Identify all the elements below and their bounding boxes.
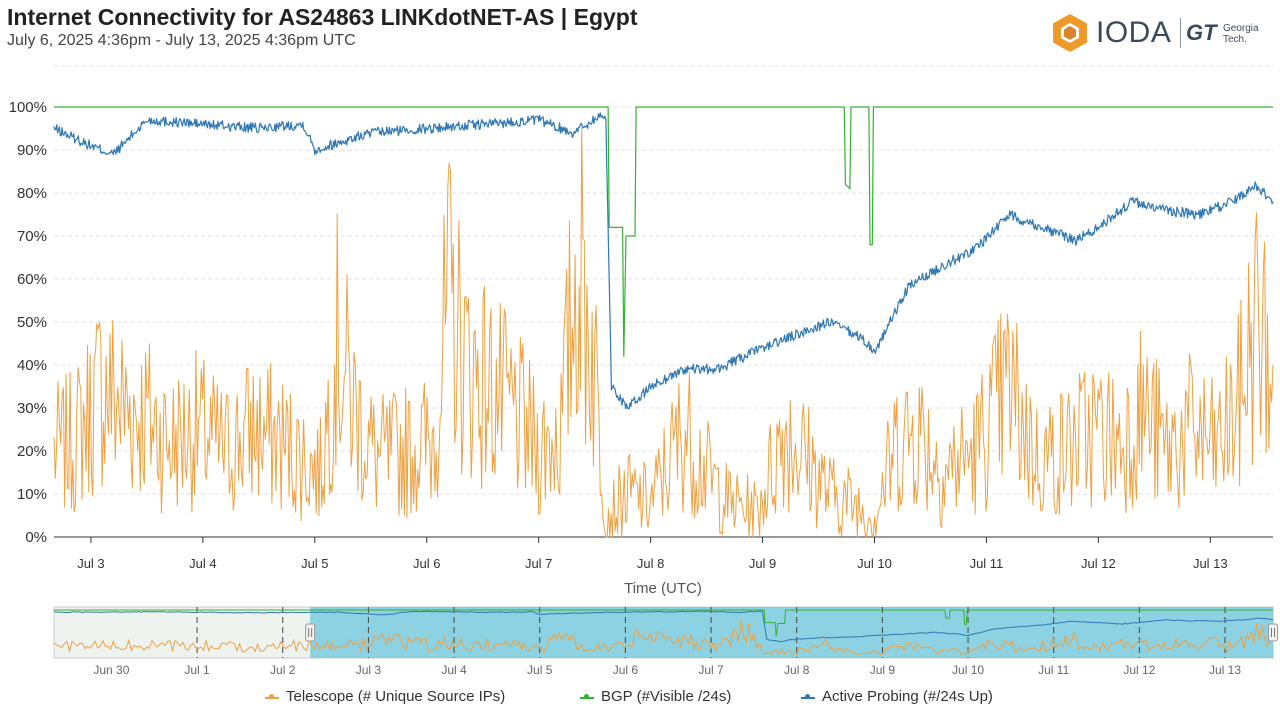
legend-label: Active Probing (#/24s Up) bbox=[822, 688, 993, 705]
x-tick-label: Jul 4 bbox=[189, 556, 216, 571]
navigator: Jun 30 Jul 1 Jul 2 Jul 3 Jul 4 Jul 5 Jul 6 Jul … bbox=[53, 606, 1278, 677]
active-probing-line[interactable] bbox=[53, 112, 1274, 410]
y-tick-label: 40% bbox=[17, 357, 47, 374]
georgia-tech-logo-icon: GT bbox=[1186, 20, 1217, 45]
legend-item-bgp[interactable]: BGP (#Visible /24s) bbox=[580, 688, 731, 705]
navigator-x-tick-label: Jul 7 bbox=[698, 663, 724, 677]
x-axis-ticks: Jul 3 Jul 4 Jul 5 Jul 6 Jul 7 Jul 8 Jul 9 Jul 1… bbox=[54, 536, 1273, 571]
logo-area: IODA GT Georgia Tech. bbox=[1050, 12, 1270, 56]
telescope-line[interactable] bbox=[53, 126, 1274, 538]
navigator-bgp-line bbox=[54, 609, 1273, 637]
legend-label: Telescope (# Unique Source IPs) bbox=[286, 688, 506, 705]
bgp-legend-icon bbox=[580, 692, 594, 702]
y-tick-label: 90% bbox=[17, 142, 47, 159]
navigator-x-tick-label: Jul 3 bbox=[356, 663, 382, 677]
navigator-x-tick-label: Jul 4 bbox=[441, 663, 467, 677]
navigator-x-tick-label: Jul 2 bbox=[270, 663, 296, 677]
chart-subtitle: July 6, 2025 4:36pm - July 13, 2025 4:36… bbox=[7, 32, 356, 49]
x-tick-label: Jul 11 bbox=[970, 556, 1004, 571]
bgp-line[interactable] bbox=[54, 106, 1273, 357]
legend-item-active-probing[interactable]: Active Probing (#/24s Up) bbox=[801, 688, 993, 705]
navigator-telescope-line bbox=[53, 620, 1274, 656]
x-tick-label: Jul 3 bbox=[77, 556, 104, 571]
navigator-x-tick-label: Jul 1 bbox=[184, 663, 210, 677]
chart-gridlines bbox=[54, 65, 1273, 495]
probing-legend-icon bbox=[801, 692, 815, 702]
y-tick-label: 30% bbox=[17, 400, 47, 417]
y-tick-label: 60% bbox=[17, 271, 47, 288]
x-tick-label: Jul 12 bbox=[1081, 556, 1116, 571]
navigator-x-tick-label: Jul 5 bbox=[527, 663, 553, 677]
navigator-right-handle[interactable] bbox=[1268, 623, 1278, 642]
telescope-legend-icon bbox=[265, 692, 279, 702]
navigator-x-tick-label: Jul 9 bbox=[870, 663, 896, 677]
x-tick-label: Jul 7 bbox=[525, 556, 552, 571]
gt-line-2: Tech. bbox=[1223, 34, 1247, 45]
y-tick-label: 20% bbox=[17, 443, 47, 460]
navigator-selection[interactable] bbox=[310, 607, 1273, 658]
navigator-left-handle[interactable] bbox=[305, 623, 316, 642]
navigator-x-tick-label: Jun 30 bbox=[93, 663, 129, 677]
navigator-x-tick-label: Jul 8 bbox=[784, 663, 810, 677]
y-axis-ticks: 0% 10% 20% 30% 40% 50% 60% 70% 80% 90% 100% bbox=[9, 99, 47, 546]
y-tick-label: 0% bbox=[25, 529, 47, 546]
chart-title: Internet Connectivity for AS24863 LINKdo… bbox=[7, 4, 638, 30]
x-tick-label: Jul 6 bbox=[413, 556, 440, 571]
x-tick-label: Jul 10 bbox=[857, 556, 892, 571]
x-tick-label: Jul 13 bbox=[1193, 556, 1228, 571]
y-tick-label: 80% bbox=[17, 185, 47, 202]
y-tick-label: 10% bbox=[17, 486, 47, 503]
logo-divider bbox=[1180, 18, 1181, 48]
ioda-logo-text: IODA bbox=[1096, 16, 1172, 49]
gt-line-1: Georgia bbox=[1223, 23, 1259, 34]
navigator-x-tick-label: Jul 10 bbox=[952, 663, 984, 677]
legend-item-telescope[interactable]: Telescope (# Unique Source IPs) bbox=[265, 688, 505, 705]
navigator-x-tick-label: Jul 13 bbox=[1209, 663, 1241, 677]
georgia-tech-text: Georgia Tech. bbox=[1223, 23, 1259, 45]
navigator-active-probing-line bbox=[53, 610, 1274, 643]
navigator-x-tick-label: Jul 12 bbox=[1123, 663, 1155, 677]
y-tick-label: 100% bbox=[9, 99, 47, 116]
legend-label: BGP (#Visible /24s) bbox=[601, 688, 732, 705]
x-axis-label: Time (UTC) bbox=[624, 580, 702, 597]
series-lines bbox=[53, 106, 1274, 538]
navigator-x-tick-label: Jul 11 bbox=[1038, 663, 1069, 677]
x-tick-label: Jul 8 bbox=[637, 556, 664, 571]
y-tick-label: 70% bbox=[17, 228, 47, 245]
x-tick-label: Jul 5 bbox=[301, 556, 328, 571]
y-tick-label: 50% bbox=[17, 314, 47, 331]
x-tick-label: Jul 9 bbox=[749, 556, 776, 571]
navigator-x-tick-label: Jul 6 bbox=[613, 663, 639, 677]
ioda-logo-icon bbox=[1053, 14, 1087, 52]
